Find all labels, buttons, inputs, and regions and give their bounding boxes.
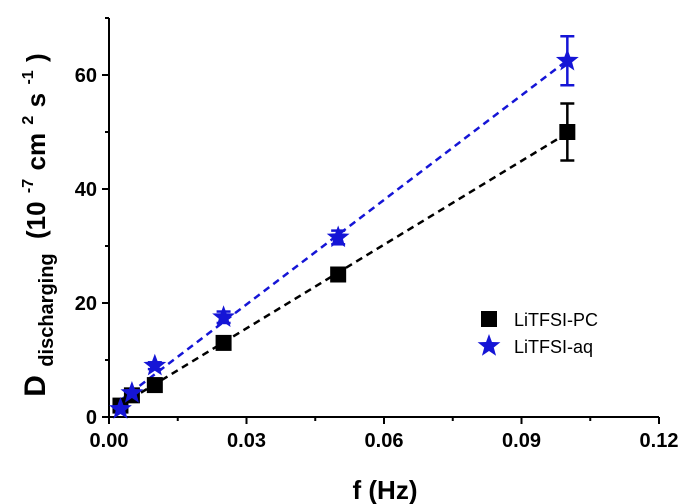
- data-point-star: [555, 48, 579, 71]
- x-tick-label: 0.03: [227, 430, 266, 452]
- legend-label: LiTFSI-aq: [514, 337, 593, 357]
- legend-marker-square: [481, 311, 497, 327]
- x-tick-label: 0.06: [365, 430, 404, 452]
- legend-marker-star: [477, 334, 501, 356]
- x-tick-label: 0.12: [640, 430, 679, 452]
- ticks: 0.00 0.03 0.06 0.09 0.12 0 20 40 60: [75, 17, 679, 452]
- y-axis-title-exp3: -1: [20, 70, 37, 84]
- x-tick-label: 0.09: [502, 430, 541, 452]
- data-point-star: [120, 381, 144, 403]
- y-axis-title-units-close: ): [21, 53, 51, 62]
- data-point-star: [326, 225, 350, 248]
- y-tick-label: 20: [75, 293, 97, 315]
- y-tick-label: 0: [86, 407, 97, 429]
- y-axis-title-exp1: -7: [20, 179, 37, 193]
- y-axis-title-exp2: 2: [20, 116, 37, 125]
- data-point-square: [215, 334, 232, 351]
- legend: LiTFSI-PC LiTFSI-aq: [477, 310, 598, 357]
- legend-label: LiTFSI-PC: [514, 310, 598, 330]
- data-point-star: [109, 397, 132, 419]
- data-point-square: [146, 377, 163, 394]
- data-point-star: [143, 353, 167, 376]
- fit-lines: [119, 59, 569, 407]
- x-tick-label: 0.00: [90, 430, 129, 452]
- data-point-square: [559, 124, 576, 140]
- x-axis-title: f (Hz): [353, 475, 418, 504]
- data-point-square: [330, 266, 347, 283]
- y-axis-title-units-mid: cm: [21, 133, 51, 171]
- data-point-star: [212, 305, 235, 327]
- y-axis-title: D discharging (10 -7 cm 2 s -1 ): [7, 53, 60, 396]
- axes: [108, 18, 659, 418]
- y-axis-title-main: D: [19, 375, 52, 397]
- y-axis-title-subscript: discharging: [36, 253, 58, 366]
- fit-line: [119, 131, 568, 407]
- markers: [109, 48, 579, 419]
- y-tick-label: 60: [75, 65, 97, 87]
- y-axis-title-units-open: (10: [21, 201, 51, 239]
- y-axis-title-units-mid2: s: [21, 93, 51, 107]
- y-tick-label: 40: [75, 179, 97, 201]
